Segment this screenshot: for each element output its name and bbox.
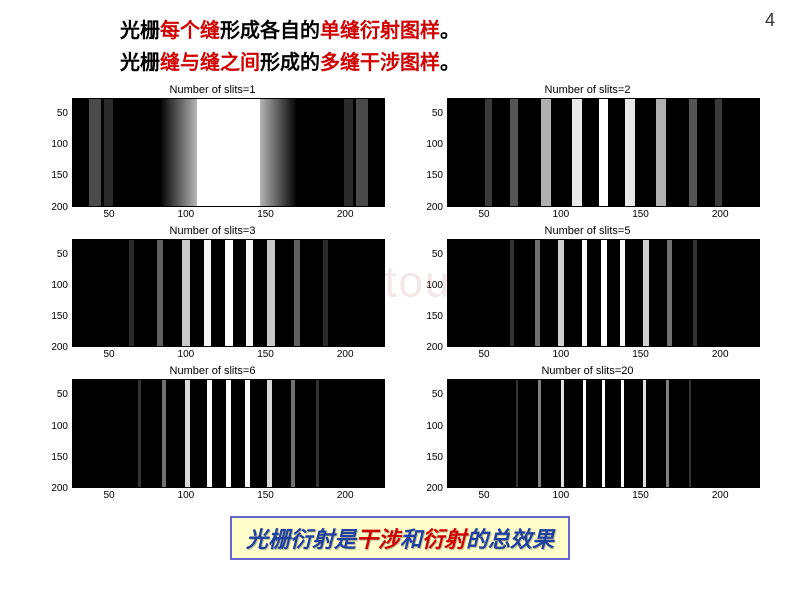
diffraction-plot — [72, 379, 385, 488]
text: 形成的 — [260, 52, 320, 74]
x-axis-labels: 50100150200 — [72, 207, 385, 223]
x-axis-labels: 50100150200 — [72, 347, 385, 363]
diffraction-plot — [447, 98, 760, 207]
x-axis-labels: 50100150200 — [72, 488, 385, 504]
diffraction-plot — [72, 239, 385, 348]
footer: 光栅衍射是干涉和衍射的总效果 — [0, 504, 800, 572]
text: 光栅 — [120, 52, 160, 74]
diffraction-grid: Number of slits=15010015020050100150200N… — [0, 84, 800, 504]
diffraction-panel: Number of slits=6 5010015020050100150200 — [40, 365, 385, 504]
text: 光栅 — [120, 20, 160, 42]
text-red: 多缝干涉图样 — [320, 52, 440, 74]
panel-title: Number of slits=20 — [541, 365, 633, 377]
panel-title: Number of slits=3 — [170, 225, 256, 237]
panel-title: Number of slits=5 — [545, 225, 631, 237]
diffraction-panel: Number of slits=1 5010015020050100150200 — [40, 84, 385, 223]
y-axis-labels: 50100150200 — [415, 98, 447, 223]
y-axis-labels: 50100150200 — [415, 239, 447, 364]
text: 。 — [440, 52, 460, 74]
text: 。 — [440, 20, 460, 42]
text: 形成各自的 — [220, 20, 320, 42]
header: 光栅每个缝形成各自的单缝衍射图样。 光栅缝与缝之间形成的多缝干涉图样。 — [0, 0, 800, 84]
diffraction-panel: Number of slits=2 5010015020050100150200 — [415, 84, 760, 223]
page-number: 4 — [765, 10, 775, 31]
text-red: 每个缝 — [160, 20, 220, 42]
y-axis-labels: 50100150200 — [415, 379, 447, 504]
diffraction-plot — [72, 98, 385, 207]
y-axis-labels: 50100150200 — [40, 379, 72, 504]
text-red: 缝与缝之间 — [160, 52, 260, 74]
header-line-1: 光栅每个缝形成各自的单缝衍射图样。 — [120, 15, 800, 47]
panel-title: Number of slits=6 — [170, 365, 256, 377]
text-red: 单缝衍射图样 — [320, 20, 440, 42]
panel-title: Number of slits=1 — [170, 84, 256, 96]
x-axis-labels: 50100150200 — [447, 347, 760, 363]
diffraction-plot — [447, 379, 760, 488]
diffraction-plot — [447, 239, 760, 348]
diffraction-panel: Number of slits=20 5010015020050100150200 — [415, 365, 760, 504]
panel-title: Number of slits=2 — [545, 84, 631, 96]
diffraction-panel: Number of slits=3 5010015020050100150200 — [40, 225, 385, 364]
y-axis-labels: 50100150200 — [40, 98, 72, 223]
x-axis-labels: 50100150200 — [447, 488, 760, 504]
diffraction-panel: Number of slits=5 5010015020050100150200 — [415, 225, 760, 364]
x-axis-labels: 50100150200 — [447, 207, 760, 223]
summary-box: 光栅衍射是干涉和衍射的总效果 — [230, 516, 570, 560]
header-line-2: 光栅缝与缝之间形成的多缝干涉图样。 — [120, 47, 800, 79]
y-axis-labels: 50100150200 — [40, 239, 72, 364]
